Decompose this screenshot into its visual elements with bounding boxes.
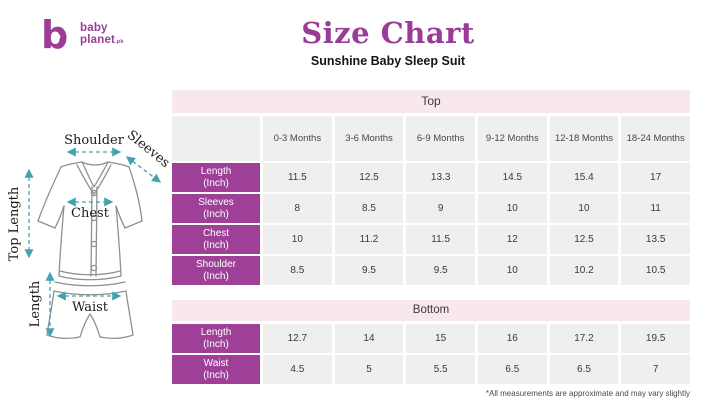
measurement-cell: 12.5 [549,225,619,254]
table-row-chest: Chest (Inch) 10 11.2 11.5 12 12.5 13.5 [172,225,690,254]
measurement-cell: 10.2 [549,256,619,285]
shoulder-label: Shoulder [64,133,125,148]
brand-name-line1: baby [80,22,108,34]
measurement-cell: 4.5 [263,355,332,384]
row-label: Chest (Inch) [172,225,260,254]
measurement-cell: 8 [263,194,332,223]
table-row-sleeves: Sleeves (Inch) 8 8.5 9 10 10 11 [172,194,690,223]
row-label: Length (Inch) [172,324,260,353]
size-column-header: 3-6 Months [334,116,404,161]
measurement-cell: 8.5 [263,256,332,285]
measurement-cell: 14 [334,324,404,353]
row-label: Waist (Inch) [172,355,260,384]
table-row-bottom-length: Length (Inch) 12.7 14 15 16 17.2 19.5 [172,324,690,353]
size-column-header: 12-18 Months [549,116,619,161]
baby-planet-logo-icon: b ♥ [41,17,68,53]
measurement-cell: 13.3 [406,163,475,192]
measurement-arrows [24,147,162,338]
measurement-cell: 5 [334,355,404,384]
measurement-cell: 15 [406,324,475,353]
shirt-outline [37,161,143,281]
measurement-cell: 10 [549,194,619,223]
size-column-header: 6-9 Months [406,116,475,161]
measurement-cell: 16 [477,324,547,353]
product-subtitle: Sunshine Baby Sleep Suit [310,54,466,68]
measurement-cell: 9.5 [406,256,475,285]
table-row-shoulder: Shoulder (Inch) 8.5 9.5 9.5 10 10.2 10.5 [172,256,690,285]
size-column-header: 9-12 Months [477,116,547,161]
brand-logo-text: baby planet.pk [80,22,124,48]
size-column-header: 0-3 Months [263,116,332,161]
measurement-cell: 19.5 [621,324,690,353]
measurement-cell: 10 [263,225,332,254]
measurement-cell: 10.5 [621,256,690,285]
measurement-cell: 12.5 [334,163,404,192]
measurement-cell: 11.2 [334,225,404,254]
measurement-cell: 10 [477,194,547,223]
bottom-table-title: Bottom [172,300,690,321]
brand-logo: b ♥ baby planet.pk [40,17,124,53]
chest-label: Chest [71,206,110,221]
measurement-cell: 15.4 [549,163,619,192]
button-icon [90,264,98,272]
sleep-suit-measurement-diagram: Shoulder Sleeves Chest Top Length Length… [7,128,172,339]
measurement-cell: 12 [477,225,547,254]
measurement-cell: 12.7 [263,324,332,353]
measurement-cell: 13.5 [621,225,690,254]
row-label: Length (Inch) [172,163,260,192]
row-label: Shoulder (Inch) [172,256,260,285]
measurement-cell: 17.2 [549,324,619,353]
sleeves-label: Sleeves [124,128,172,171]
measurement-cell: 11 [621,194,690,223]
brand-suffix: .pk [115,39,124,45]
bottom-table: Bottom Length (Inch) 12.7 14 15 16 17.2 … [172,300,690,384]
length-label: Length [28,280,43,327]
empty-header-cell [172,116,260,161]
waist-label: Waist [72,300,109,315]
measurement-cell: 6.5 [549,355,619,384]
table-row-length: Length (Inch) 11.5 12.5 13.3 14.5 15.4 1… [172,163,690,192]
brand-name-line2: planet.pk [80,34,124,46]
measurement-cell: 10 [477,256,547,285]
svg-text:b: b [41,17,68,53]
button-icon [90,240,98,248]
measurement-cell: 9.5 [334,256,404,285]
page-title: Size Chart [301,16,475,50]
measurement-cell: 7 [621,355,690,384]
size-tables: Top 0-3 Months 3-6 Months 6-9 Months 9-1… [172,90,690,398]
table-row-waist: Waist (Inch) 4.5 5 5.5 6.5 6.5 7 [172,355,690,384]
measurement-cell: 9 [406,194,475,223]
measurement-cell: 17 [621,163,690,192]
button-icon [90,189,98,197]
measurement-cell: 8.5 [334,194,404,223]
measurement-cell: 11.5 [263,163,332,192]
measurement-cell: 14.5 [477,163,547,192]
row-label: Sleeves (Inch) [172,194,260,223]
heart-icon: ♥ [51,32,62,46]
button-icon [90,214,98,222]
top-table-title: Top [172,90,690,113]
measurement-cell: 11.5 [406,225,475,254]
measurement-cell: 6.5 [477,355,547,384]
top-length-label: Top Length [7,186,22,261]
measurement-cell: 5.5 [406,355,475,384]
size-column-header: 18-24 Months [621,116,690,161]
size-columns-header-row: 0-3 Months 3-6 Months 6-9 Months 9-12 Mo… [172,116,690,161]
disclaimer-note: *All measurements are approximate and ma… [485,389,690,398]
